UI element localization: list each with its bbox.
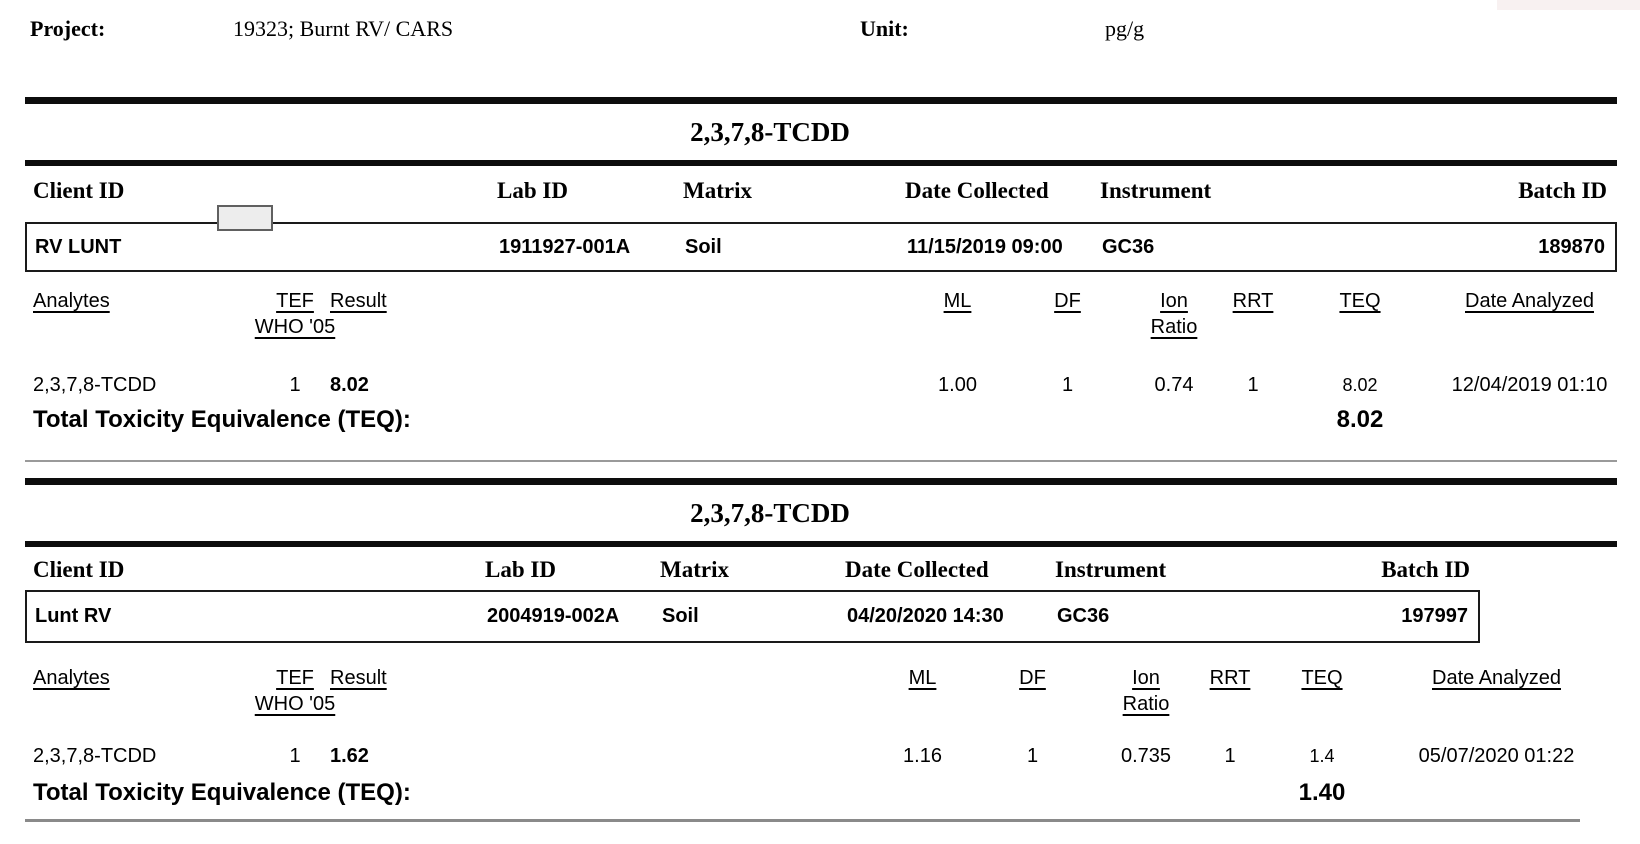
sample-header-row: Client ID Lab ID Matrix Date Collected I… bbox=[25, 176, 1617, 206]
date-collected-value: 11/15/2019 09:00 bbox=[907, 235, 1063, 258]
col-date-collected: Date Collected bbox=[905, 178, 1049, 203]
instrument-value: GC36 bbox=[1057, 605, 1110, 627]
df-value: 1 bbox=[1026, 745, 1039, 767]
result-value: 8.02 bbox=[330, 374, 369, 396]
horizontal-rule bbox=[25, 541, 1617, 547]
ion-ratio-value: 0.74 bbox=[1154, 374, 1194, 396]
ml-value: 1.00 bbox=[938, 374, 977, 396]
matrix-value: Soil bbox=[662, 605, 699, 627]
total-teq-label: Total Toxicity Equivalence (TEQ): bbox=[33, 406, 411, 433]
analyte-data-row: 2,3,7,8-TCDD 1 8.02 1.00 1 0.74 1 8.02 1… bbox=[25, 372, 1617, 398]
sample-info-box: Lunt RV 2004919-002A Soil 04/20/2020 14:… bbox=[25, 590, 1480, 643]
col-tef-who05: WHO '05 bbox=[254, 316, 336, 338]
col-lab-id: Lab ID bbox=[485, 557, 556, 582]
total-teq-label: Total Toxicity Equivalence (TEQ): bbox=[33, 779, 411, 806]
sample-header-row: Client ID Lab ID Matrix Date Collected I… bbox=[25, 555, 1480, 585]
thin-divider-rule bbox=[25, 460, 1617, 462]
total-teq-value: 1.40 bbox=[1298, 779, 1346, 806]
col-batch-id: Batch ID bbox=[1518, 178, 1607, 203]
corner-highlight-strip bbox=[1497, 0, 1640, 10]
thin-divider-rule bbox=[25, 819, 1580, 822]
horizontal-rule bbox=[25, 97, 1617, 104]
result-value: 1.62 bbox=[330, 745, 369, 767]
rrt-value: 1 bbox=[1247, 374, 1259, 396]
tef-value: 1 bbox=[289, 745, 301, 767]
date-collected-value: 04/20/2020 14:30 bbox=[847, 605, 1004, 627]
col-ml: ML bbox=[943, 290, 972, 312]
matrix-value: Soil bbox=[685, 235, 722, 258]
col-teq: TEQ bbox=[1301, 667, 1343, 689]
section-title: 2,3,7,8-TCDD bbox=[690, 116, 850, 147]
col-tef: TEF WHO '05 bbox=[254, 290, 336, 338]
gray-field-handle[interactable] bbox=[217, 205, 273, 231]
ml-value: 1.16 bbox=[903, 745, 942, 767]
col-analytes: Analytes bbox=[33, 667, 110, 689]
col-df: DF bbox=[1019, 667, 1046, 689]
col-matrix: Matrix bbox=[683, 178, 752, 203]
instrument-value: GC36 bbox=[1102, 235, 1155, 258]
col-client-id: Client ID bbox=[33, 557, 125, 582]
col-ion-ratio: Ion Ratio bbox=[1150, 290, 1198, 338]
total-teq-row: Total Toxicity Equivalence (TEQ): 8.02 bbox=[25, 404, 1617, 436]
sample-info-row: Lunt RV 2004919-002A Soil 04/20/2020 14:… bbox=[27, 605, 1478, 628]
teq-value: 1.4 bbox=[1309, 746, 1335, 766]
col-client-id: Client ID bbox=[33, 178, 125, 203]
project-value: 19323; Burnt RV/ CARS bbox=[233, 16, 454, 41]
analyte-data-row: 2,3,7,8-TCDD 1 1.62 1.16 1 0.735 1 1.4 0… bbox=[25, 743, 1617, 769]
client-id-value: RV LUNT bbox=[35, 235, 122, 258]
tef-value: 1 bbox=[289, 374, 301, 396]
col-df: DF bbox=[1054, 290, 1081, 312]
rrt-value: 1 bbox=[1224, 745, 1236, 767]
batch-id-value: 189870 bbox=[1538, 235, 1605, 258]
unit-label: Unit: bbox=[860, 16, 909, 41]
report-meta: Project: 19323; Burnt RV/ CARS Unit: pg/… bbox=[0, 0, 1640, 97]
col-ml: ML bbox=[908, 667, 937, 689]
project-label: Project: bbox=[30, 16, 106, 41]
col-rrt: RRT bbox=[1209, 667, 1251, 689]
col-lab-id: Lab ID bbox=[497, 178, 568, 203]
analyte-header-row: Analytes TEF WHO '05 Result ML DF Ion Ra… bbox=[25, 288, 1617, 340]
lab-id-value: 1911927-001A bbox=[499, 235, 631, 258]
date-analyzed-value: 05/07/2020 01:22 bbox=[1418, 745, 1575, 767]
col-instrument: Instrument bbox=[1055, 557, 1167, 582]
batch-id-value: 197997 bbox=[1401, 605, 1468, 627]
sample-info-row: RV LUNT 1911927-001A Soil 11/15/2019 09:… bbox=[27, 236, 1615, 259]
col-tef-who05: WHO '05 bbox=[254, 693, 336, 715]
col-ion-ratio: Ion Ratio bbox=[1122, 667, 1170, 715]
col-result: Result bbox=[330, 667, 387, 689]
horizontal-rule bbox=[25, 160, 1617, 166]
total-teq-row: Total Toxicity Equivalence (TEQ): 1.40 bbox=[25, 777, 1617, 809]
col-date-analyzed: Date Analyzed bbox=[1432, 667, 1561, 689]
sample-info-box: RV LUNT 1911927-001A Soil 11/15/2019 09:… bbox=[25, 222, 1617, 272]
client-id-value: Lunt RV bbox=[35, 605, 112, 627]
analyte-name: 2,3,7,8-TCDD bbox=[33, 374, 157, 396]
ion-ratio-value: 0.735 bbox=[1120, 745, 1172, 767]
col-analytes: Analytes bbox=[33, 290, 110, 312]
total-teq-value: 8.02 bbox=[1336, 406, 1384, 433]
analyte-header-row: Analytes TEF WHO '05 Result ML DF Ion Ra… bbox=[25, 665, 1617, 717]
col-teq: TEQ bbox=[1339, 290, 1381, 312]
col-date-analyzed: Date Analyzed bbox=[1465, 290, 1594, 312]
col-batch-id: Batch ID bbox=[1381, 557, 1470, 582]
df-value: 1 bbox=[1061, 374, 1074, 396]
col-instrument: Instrument bbox=[1100, 178, 1212, 203]
col-date-collected: Date Collected bbox=[845, 557, 989, 582]
section-title: 2,3,7,8-TCDD bbox=[690, 497, 850, 528]
horizontal-rule bbox=[25, 478, 1617, 485]
date-analyzed-value: 12/04/2019 01:10 bbox=[1451, 374, 1608, 396]
col-rrt: RRT bbox=[1232, 290, 1274, 312]
unit-value: pg/g bbox=[1105, 16, 1145, 41]
analyte-name: 2,3,7,8-TCDD bbox=[33, 745, 157, 767]
col-result: Result bbox=[330, 290, 387, 312]
col-matrix: Matrix bbox=[660, 557, 729, 582]
col-tef: TEF WHO '05 bbox=[254, 667, 336, 715]
teq-value: 8.02 bbox=[1342, 375, 1378, 395]
lab-id-value: 2004919-002A bbox=[487, 605, 620, 627]
